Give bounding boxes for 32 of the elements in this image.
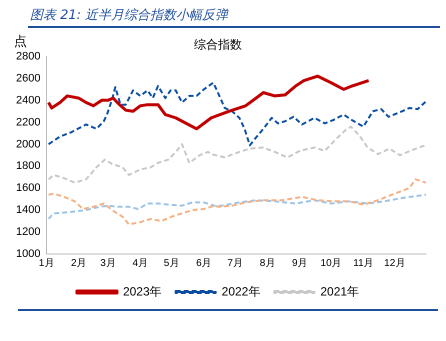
- x-tick-label: 12月: [384, 258, 406, 269]
- y-tick-label: 1000: [16, 248, 40, 260]
- y-tick-label: 2400: [16, 94, 40, 106]
- y-tick-label: 1200: [16, 226, 40, 238]
- x-tick-label: 4月: [132, 258, 148, 269]
- x-tick-label: 7月: [227, 258, 243, 269]
- legend-label: 2021年: [320, 284, 360, 298]
- x-tick-label: 11月: [353, 258, 374, 269]
- x-tick-label: 8月: [260, 258, 276, 269]
- chart-title: 综合指数: [194, 37, 242, 52]
- x-tick-label: 6月: [196, 258, 212, 269]
- y-tick-label: 1400: [16, 204, 40, 216]
- x-tick-label: 1月: [38, 258, 54, 269]
- x-tick-label: 3月: [100, 258, 116, 269]
- line-series: [48, 126, 426, 184]
- x-tick-label: 9月: [292, 258, 308, 269]
- x-tick-label: 10月: [320, 258, 342, 269]
- x-tick-label: 2月: [71, 258, 87, 269]
- chart-subtitle: 图表 21: 近半月综合指数小幅反弹: [30, 7, 228, 24]
- y-tick-label: 2800: [16, 50, 40, 62]
- line-series: [48, 178, 426, 226]
- line-series: [48, 82, 426, 146]
- legend-label: 2023年: [122, 284, 162, 298]
- y-tick-label: 1800: [16, 160, 40, 172]
- line-series: [48, 194, 426, 220]
- x-tick-label: 5月: [164, 258, 180, 269]
- y-tick-label: 2200: [16, 116, 40, 128]
- y-axis-title: 点: [14, 34, 27, 50]
- legend-label: 2022年: [222, 284, 260, 298]
- y-tick-label: 1600: [16, 182, 40, 194]
- y-tick-label: 2600: [16, 72, 40, 84]
- y-tick-label: 2000: [16, 138, 40, 150]
